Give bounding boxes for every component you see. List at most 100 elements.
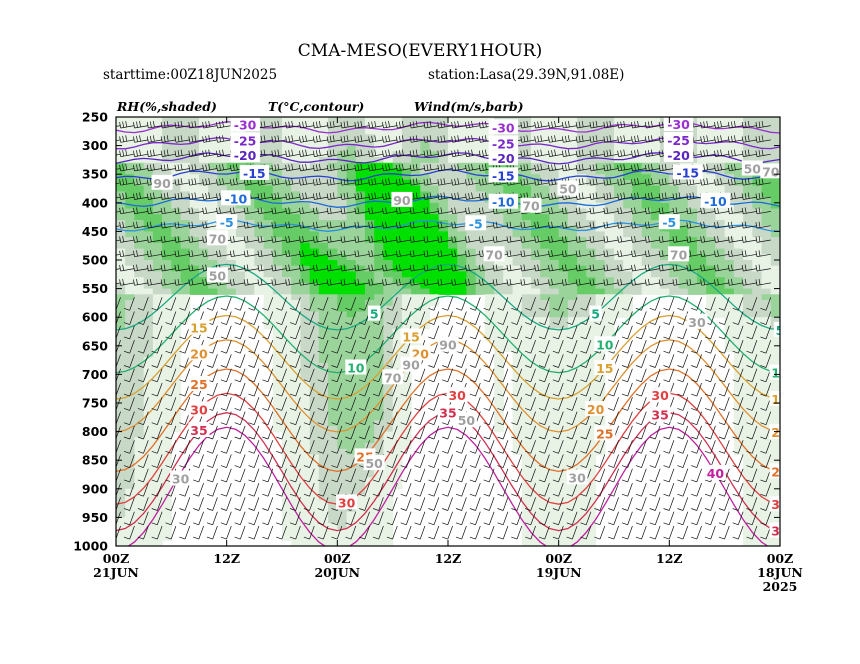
rh-cell — [365, 488, 375, 496]
rh-cell — [687, 185, 698, 192]
rh-cell — [420, 197, 431, 204]
rh-cell — [494, 265, 504, 272]
wind-barb — [354, 192, 370, 200]
wind-barb — [621, 440, 633, 454]
wind-barb — [216, 178, 232, 186]
wind-barb — [520, 235, 536, 243]
rh-cell — [623, 157, 633, 164]
rh-cell — [337, 197, 348, 204]
rh-cell — [724, 117, 735, 124]
wind-barb — [354, 163, 370, 172]
wind-barb — [631, 278, 647, 286]
temp-contour-line — [127, 426, 769, 546]
rh-cell — [466, 168, 477, 175]
wind-barb — [428, 397, 440, 411]
rh-cell — [374, 145, 384, 152]
wind-barb — [525, 425, 536, 440]
wind-barb — [123, 354, 135, 368]
rh-cell — [383, 454, 394, 461]
rh-cell — [143, 465, 154, 473]
rh-cell — [125, 483, 135, 490]
rh-cell — [752, 294, 763, 301]
rh-cell — [346, 122, 357, 129]
wind-barb — [525, 382, 536, 397]
wind-barb — [202, 163, 218, 172]
rh-cell — [300, 540, 311, 546]
wind-barb — [133, 235, 149, 243]
rh-cell — [217, 162, 228, 170]
rh-cell — [641, 208, 652, 215]
rh-cell — [466, 179, 477, 187]
rh-cell — [337, 265, 348, 272]
wind-barb — [137, 511, 149, 526]
wind-barb — [525, 339, 536, 354]
rh-cell — [392, 220, 403, 227]
rh-cell — [429, 191, 440, 198]
rh-cell — [162, 282, 172, 290]
rh-cell — [134, 408, 145, 415]
rh-cell — [134, 431, 145, 438]
rh-cell — [300, 517, 311, 524]
rh-cell — [733, 328, 744, 335]
rh-cell — [521, 437, 532, 444]
rh-cell — [125, 220, 135, 227]
wind-barb — [414, 511, 426, 526]
rh-cell — [484, 311, 495, 318]
rh-cell — [733, 443, 744, 450]
rh-cell — [401, 214, 412, 221]
rh-cell — [116, 345, 126, 353]
rh-cell — [318, 122, 329, 129]
rh-cell — [466, 122, 477, 129]
wind-barb — [174, 163, 190, 172]
wind-barb — [116, 253, 121, 256]
wind-barb — [119, 264, 135, 272]
rh-cell — [420, 260, 431, 267]
wind-barb — [442, 511, 453, 526]
rh-cell — [300, 254, 311, 261]
rh-cell — [318, 134, 329, 141]
rh-cell — [733, 128, 744, 135]
rh-cell — [401, 157, 412, 164]
rh-cell — [152, 197, 163, 204]
rh-cell — [577, 265, 587, 272]
rh-cell — [733, 425, 744, 433]
rh-cell — [466, 231, 477, 238]
wind-barb — [469, 440, 481, 454]
rh-cell — [494, 380, 504, 387]
wind-barb — [617, 250, 633, 258]
rh-cell — [272, 328, 283, 335]
rh-cell — [162, 220, 172, 227]
wind-barb — [234, 482, 246, 497]
rh-cell — [318, 403, 329, 410]
wind-barb — [317, 382, 329, 397]
rh-cell — [494, 214, 504, 221]
rh-cell — [254, 185, 265, 192]
rh-cell — [577, 397, 587, 404]
rh-cell — [549, 300, 560, 307]
rh-cell — [641, 162, 652, 170]
rh-cell — [162, 403, 172, 410]
rh-cell — [521, 408, 532, 415]
rh-cell — [125, 454, 135, 461]
rh-cell — [697, 254, 707, 261]
wind-barb — [372, 482, 384, 497]
rh-cell — [291, 397, 301, 404]
rh-cell — [715, 145, 726, 152]
rh-cell — [328, 351, 338, 358]
rh-cell — [448, 237, 458, 244]
rh-cell — [152, 488, 163, 496]
rh-cell — [401, 408, 412, 415]
rh-cell — [650, 128, 661, 135]
rh-cell — [337, 122, 348, 129]
wind-barb — [317, 311, 329, 325]
rh-cell — [531, 311, 541, 318]
rh-cell — [623, 225, 633, 232]
wind-barb — [552, 397, 564, 411]
rh-cell — [549, 460, 560, 467]
rh-cell — [152, 294, 163, 301]
rh-cell — [521, 351, 532, 358]
rh-cell — [623, 128, 633, 135]
rh-cell — [245, 179, 255, 187]
rh-cell — [494, 414, 504, 421]
rh-cell — [291, 168, 301, 175]
